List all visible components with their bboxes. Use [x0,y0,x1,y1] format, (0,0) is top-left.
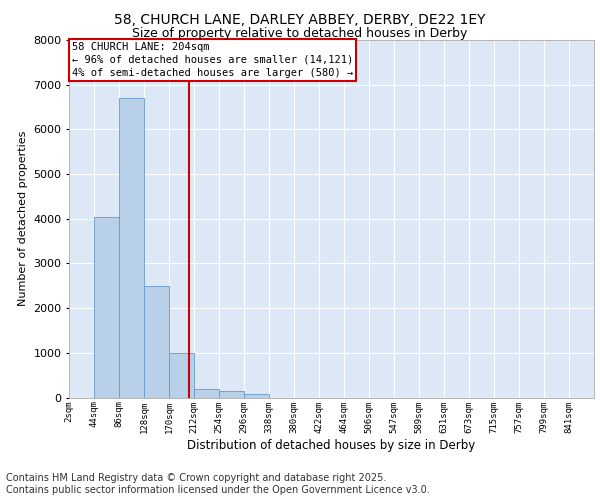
Bar [144,286,169,398]
Y-axis label: Number of detached properties: Number of detached properties [17,131,28,306]
Bar [119,98,144,398]
Text: 58, CHURCH LANE, DARLEY ABBEY, DERBY, DE22 1EY: 58, CHURCH LANE, DARLEY ABBEY, DERBY, DE… [114,12,486,26]
Text: Contains HM Land Registry data © Crown copyright and database right 2025.
Contai: Contains HM Land Registry data © Crown c… [6,474,430,495]
Bar [94,216,119,398]
Bar [219,391,244,398]
X-axis label: Distribution of detached houses by size in Derby: Distribution of detached houses by size … [187,440,476,452]
Text: 58 CHURCH LANE: 204sqm
← 96% of detached houses are smaller (14,121)
4% of semi-: 58 CHURCH LANE: 204sqm ← 96% of detached… [71,42,353,78]
Bar [244,394,269,398]
Bar [194,388,219,398]
Bar [169,353,194,398]
Text: Size of property relative to detached houses in Derby: Size of property relative to detached ho… [133,28,467,40]
